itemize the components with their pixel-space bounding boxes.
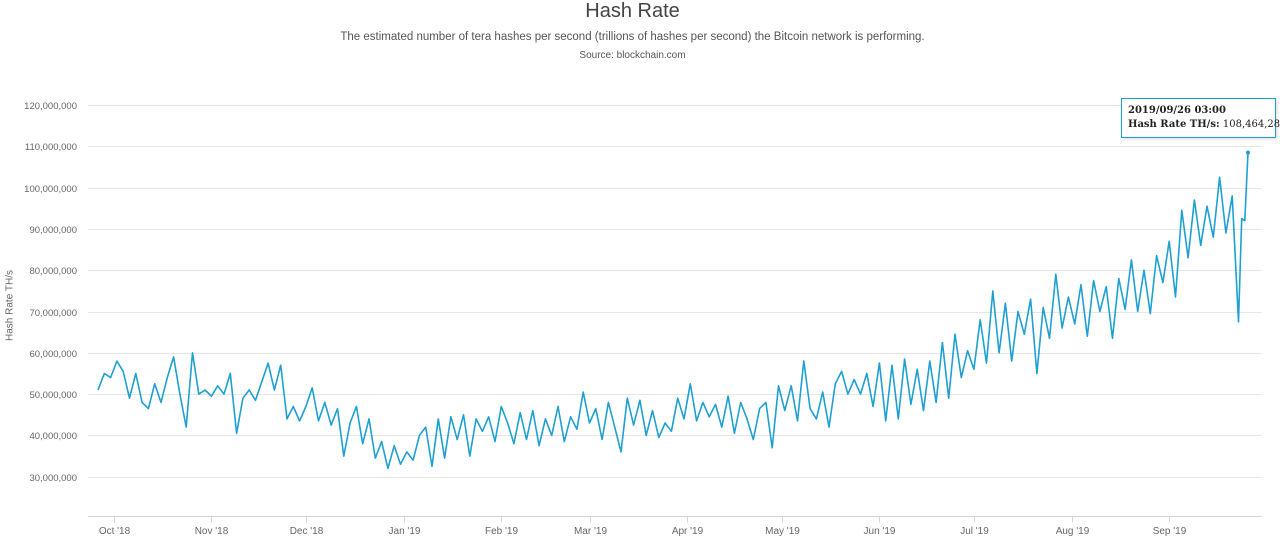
tooltip-series-label: Hash Rate TH/s: [1128, 119, 1216, 130]
chart-source: Source: blockchain.com: [579, 50, 686, 61]
y-tick-label: 60,000,000: [29, 349, 77, 360]
y-tick-label: 50,000,000: [29, 390, 77, 401]
x-tick-label: Aug '19: [1056, 526, 1090, 537]
tooltip-value: 108,464,285: [1222, 119, 1280, 130]
x-tick-label: Dec '18: [290, 526, 324, 537]
x-tick-label: Jun '19: [864, 526, 896, 537]
y-tick-label: 120,000,000: [24, 101, 77, 112]
x-tick-labels: Oct '18 Nov '18 Dec '18 Jan '19 Feb '19 Mar '…: [99, 526, 1187, 537]
y-tick-label: 70,000,000: [29, 308, 77, 319]
x-tick-label: Jul '19: [960, 526, 989, 537]
x-tick-label: Jan '19: [389, 526, 421, 537]
tooltip: 2019/09/26 03:00 Hash Rate TH/s: 108,464…: [1121, 98, 1280, 138]
y-tick-label: 100,000,000: [24, 184, 77, 195]
chart-subtitle: The estimated number of tera hashes per …: [340, 31, 925, 43]
x-tick-label: Sep '19: [1153, 526, 1187, 537]
x-tick-label: May '19: [765, 526, 800, 537]
y-tick-label: 110,000,000: [25, 142, 77, 153]
tooltip-date: 2019/09/26 03:00: [1128, 105, 1226, 116]
y-tick-label: 90,000,000: [29, 225, 77, 236]
y-tick-label: 80,000,000: [29, 266, 77, 277]
x-tick-label: Oct '18: [99, 526, 131, 537]
x-tick-label: Mar '19: [574, 526, 607, 537]
y-tick-label: 40,000,000: [29, 431, 77, 442]
chart-title: Hash Rate: [585, 0, 680, 22]
series-line[interactable]: [97, 152, 1249, 470]
x-tick-label: Feb '19: [485, 526, 518, 537]
y-tick-label: 30,000,000: [29, 473, 77, 484]
x-axis: [88, 516, 1262, 523]
grid-lines: [88, 105, 1262, 478]
x-tick-label: Apr '19: [672, 526, 704, 537]
x-tick-label: Nov '18: [195, 526, 229, 537]
y-tick-labels: 30,000,000 40,000,000 50,000,000 60,000,000…: [24, 101, 77, 484]
hover-point-marker[interactable]: [1246, 150, 1250, 155]
